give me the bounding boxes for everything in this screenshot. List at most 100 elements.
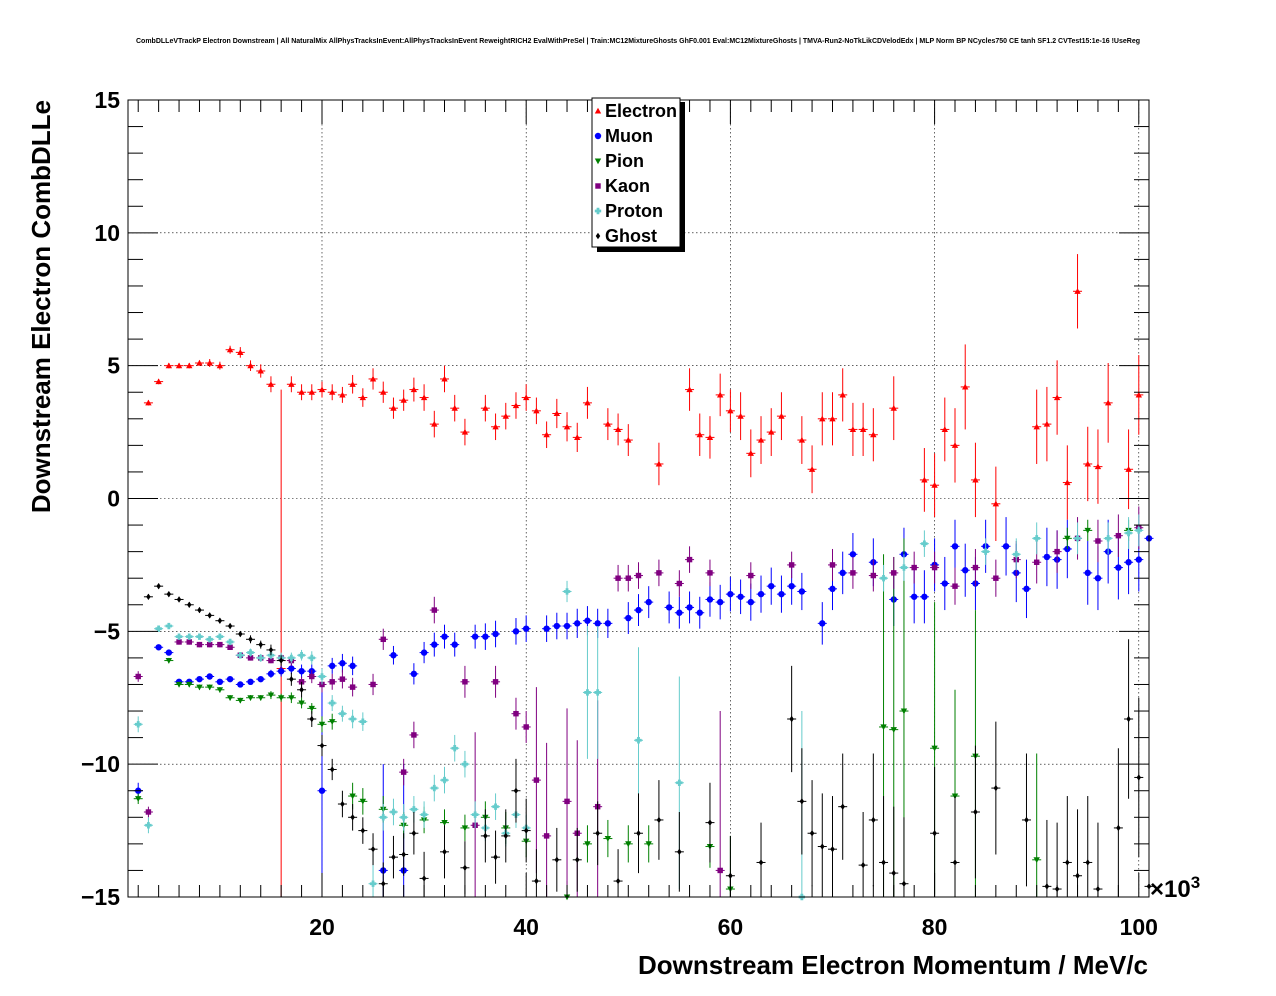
data-point xyxy=(298,389,305,395)
data-point xyxy=(931,745,938,752)
y-axis-title: Downstream Electron CombDLLe xyxy=(26,100,56,513)
y-tick-label: 15 xyxy=(94,87,120,113)
data-point xyxy=(359,798,367,805)
data-point xyxy=(145,822,152,829)
data-point xyxy=(819,620,826,627)
data-point xyxy=(563,622,571,630)
data-point xyxy=(196,633,203,640)
data-point xyxy=(789,715,794,723)
data-point xyxy=(686,604,693,611)
data-point xyxy=(288,654,295,662)
data-point xyxy=(196,684,203,691)
data-point xyxy=(216,687,224,693)
data-point xyxy=(522,625,530,632)
data-point xyxy=(1125,559,1132,566)
data-point xyxy=(1115,532,1122,539)
data-point xyxy=(554,856,560,864)
data-point xyxy=(656,816,662,824)
data-point xyxy=(227,644,233,650)
data-point xyxy=(952,859,958,866)
data-point xyxy=(226,346,234,353)
data-point xyxy=(625,841,632,848)
data-point xyxy=(206,636,213,643)
data-point xyxy=(972,564,979,571)
data-point xyxy=(1084,460,1091,467)
data-point xyxy=(298,652,305,659)
data-point xyxy=(471,811,479,818)
data-point xyxy=(216,633,224,640)
data-point xyxy=(881,859,886,866)
y-tick-label: 0 xyxy=(107,486,120,512)
data-point xyxy=(595,830,600,837)
legend-label: Electron xyxy=(605,101,677,121)
data-point xyxy=(349,684,356,690)
series-electron xyxy=(143,254,1144,897)
data-point xyxy=(737,593,744,600)
legend-item-kaon: Kaon xyxy=(595,176,650,196)
data-point xyxy=(400,397,407,403)
data-point xyxy=(289,675,294,683)
data-point xyxy=(309,673,315,680)
data-point xyxy=(941,580,948,587)
y-tick-label: −10 xyxy=(81,751,120,777)
y-tick-label: 10 xyxy=(94,220,120,246)
data-point xyxy=(891,570,897,576)
data-point xyxy=(146,593,151,600)
legend: Electron Muon Pion Kaon Proton Ghost xyxy=(591,97,685,252)
data-point xyxy=(1126,715,1131,723)
x-tick-label: 60 xyxy=(718,914,744,940)
data-point xyxy=(686,386,693,393)
data-point xyxy=(1064,479,1071,486)
data-point xyxy=(483,832,488,840)
data-point xyxy=(829,585,836,593)
data-point xyxy=(594,620,601,627)
data-point xyxy=(329,679,335,685)
data-point xyxy=(309,715,315,723)
data-point xyxy=(319,742,325,749)
data-point xyxy=(890,404,897,411)
data-point xyxy=(461,760,469,768)
data-point xyxy=(962,567,969,574)
data-point xyxy=(748,572,754,579)
data-point xyxy=(420,811,428,818)
data-point xyxy=(635,606,642,614)
data-point xyxy=(973,808,978,816)
data-point xyxy=(870,572,877,579)
data-point xyxy=(677,848,682,856)
data-point xyxy=(237,697,244,704)
data-point xyxy=(1094,575,1102,582)
data-point xyxy=(951,442,959,448)
data-point xyxy=(267,692,275,699)
data-point xyxy=(900,564,908,571)
data-point xyxy=(584,841,591,848)
data-point xyxy=(206,673,213,680)
data-point xyxy=(257,367,264,374)
data-point xyxy=(156,582,161,590)
data-point xyxy=(349,381,356,387)
y-tick-label: −15 xyxy=(81,884,120,910)
data-point xyxy=(921,593,928,600)
data-point xyxy=(584,689,591,696)
data-point xyxy=(176,639,182,645)
data-point xyxy=(513,710,519,717)
data-point xyxy=(523,724,529,730)
data-point xyxy=(1135,527,1142,534)
x-tick-label: 100 xyxy=(1120,914,1158,940)
data-point xyxy=(431,784,438,792)
data-point xyxy=(1075,872,1080,879)
data-point xyxy=(462,679,468,685)
data-point xyxy=(441,820,448,826)
data-point xyxy=(1095,538,1101,544)
data-point xyxy=(247,655,254,661)
data-point xyxy=(1043,553,1051,561)
data-point xyxy=(952,583,958,589)
data-point xyxy=(839,391,846,398)
data-point xyxy=(339,710,346,717)
data-point xyxy=(420,394,428,401)
x-axis-title: Downstream Electron Momentum / MeV/c xyxy=(638,950,1148,980)
data-point xyxy=(543,625,550,632)
data-point xyxy=(809,830,815,837)
data-point xyxy=(635,737,642,744)
x-axis-exponent: ×103 xyxy=(1150,873,1200,903)
data-point xyxy=(431,607,438,613)
